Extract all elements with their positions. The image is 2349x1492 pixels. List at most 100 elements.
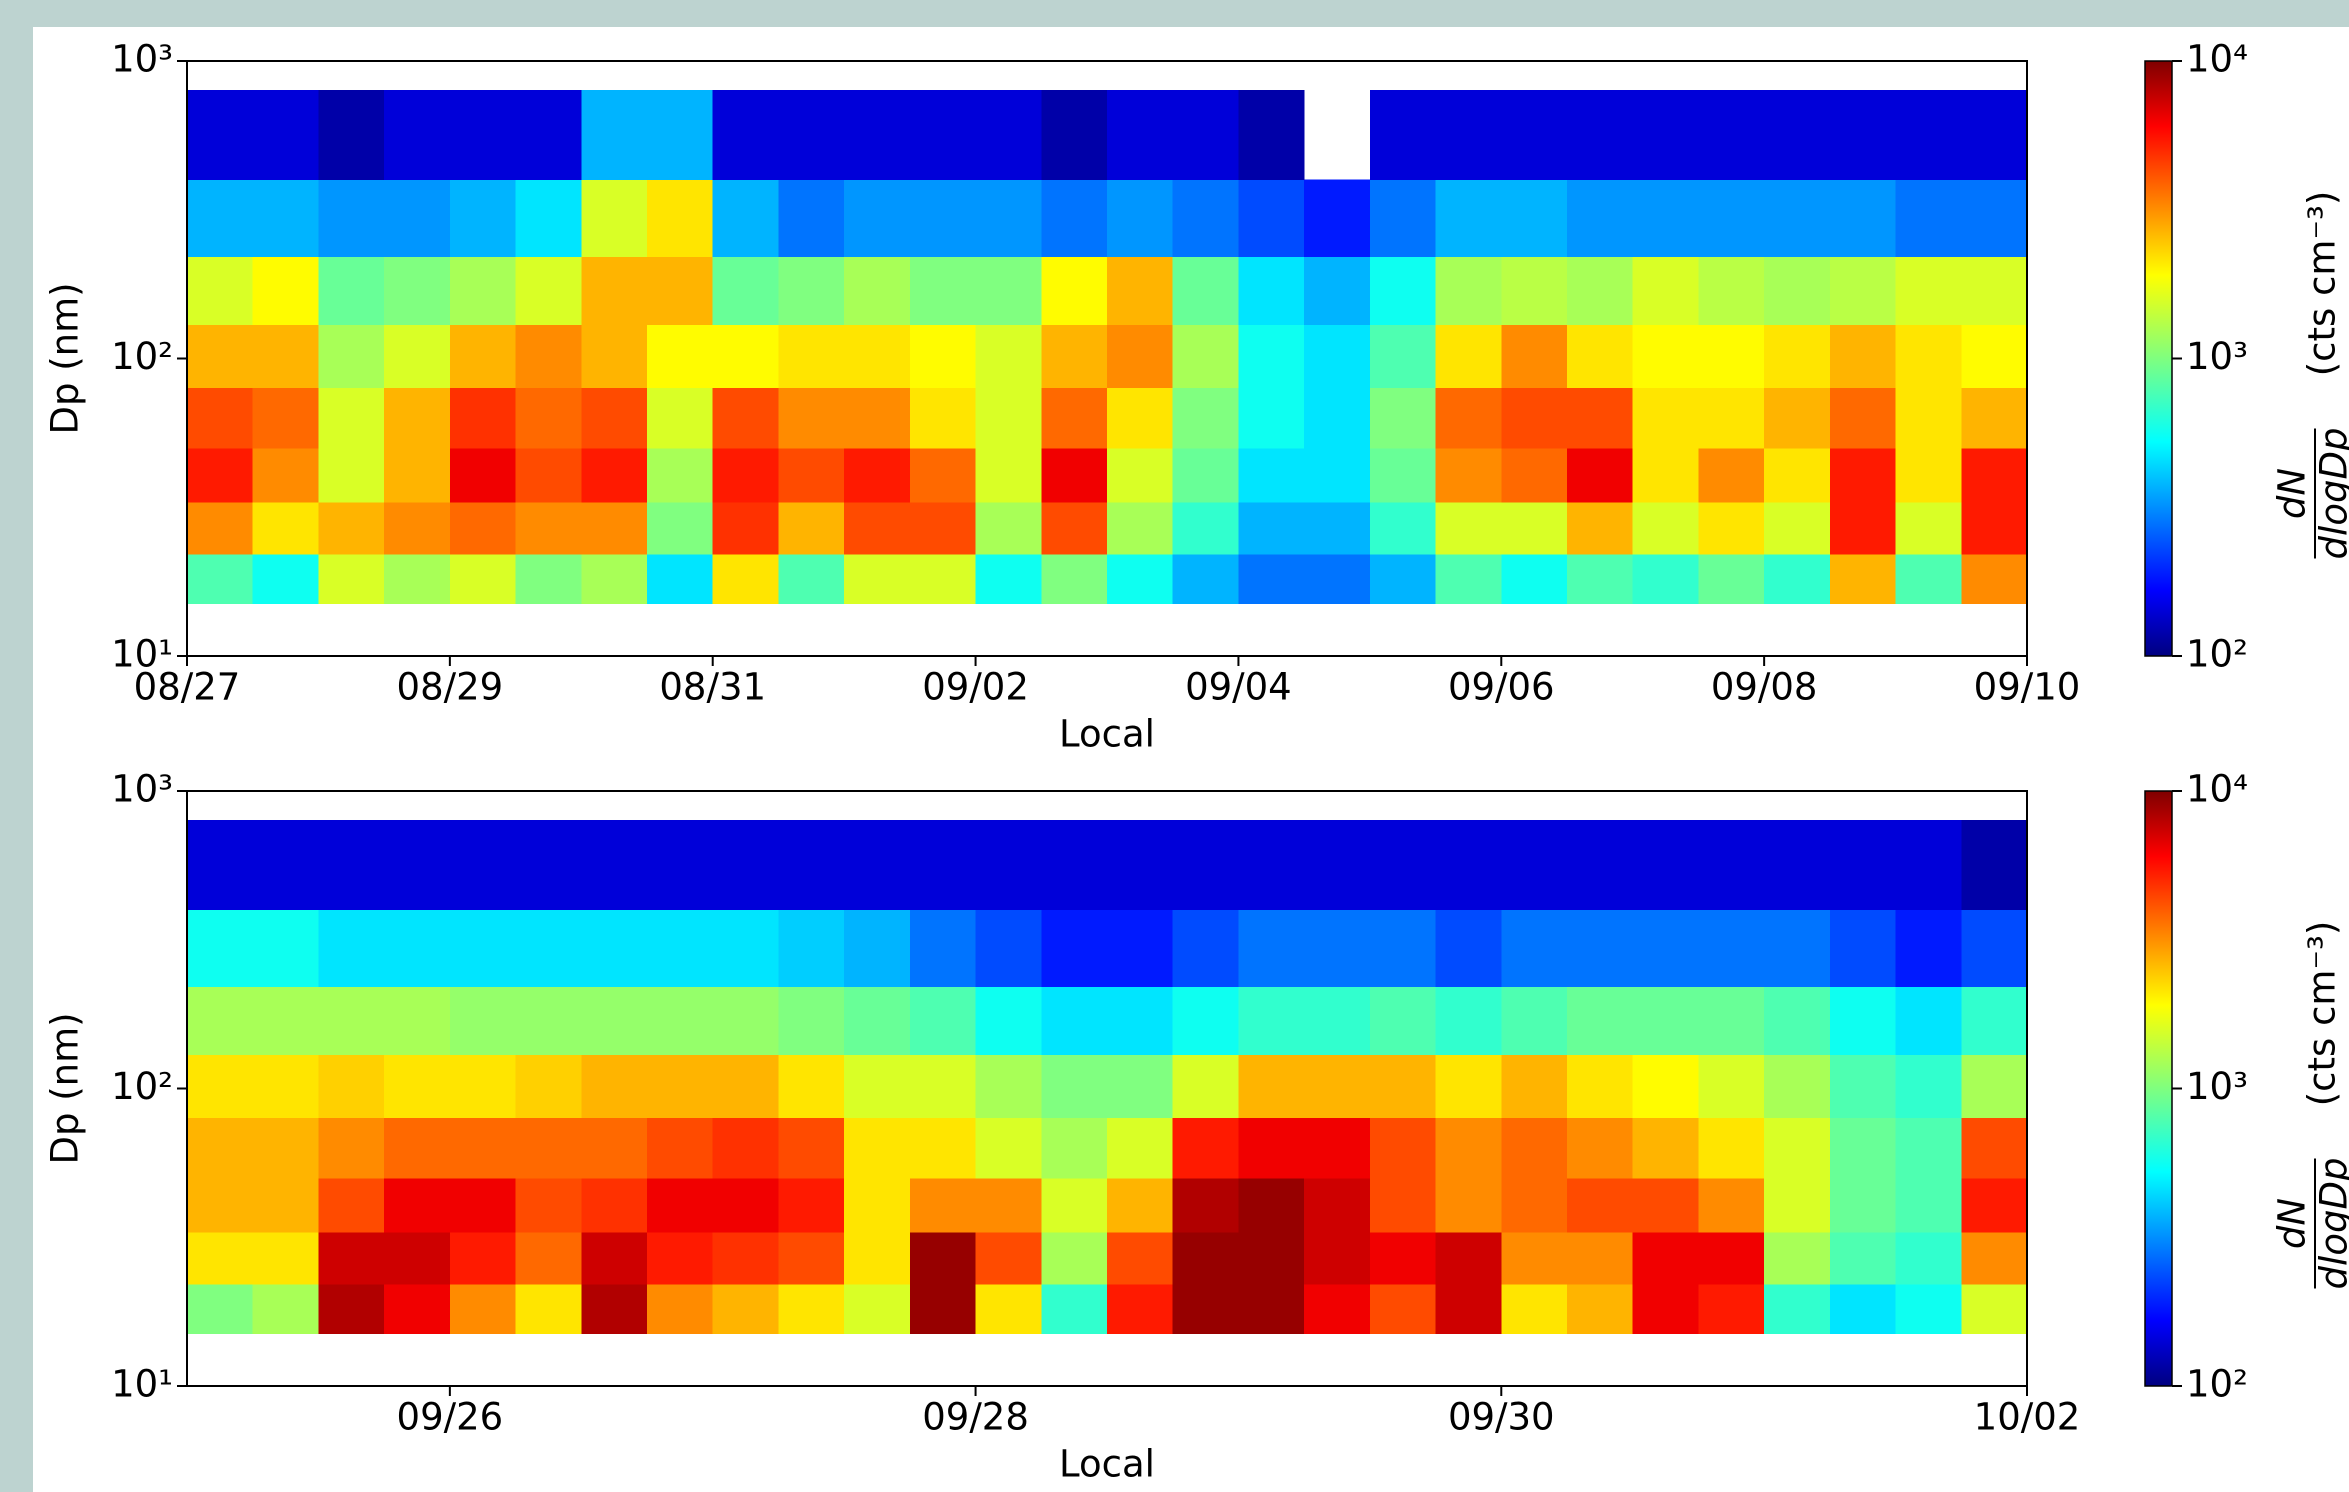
heatmap-cell [975, 256, 1042, 326]
heatmap-cell [1501, 256, 1568, 326]
colorbar-tick-label: 10³ [2186, 1065, 2248, 1108]
heatmap-cell [384, 448, 451, 503]
heatmap-cell [1895, 448, 1962, 503]
heatmap-cell [778, 1231, 845, 1285]
heatmap-cell [252, 89, 320, 180]
heatmap-cell [187, 89, 254, 180]
heatmap-cell [909, 1231, 977, 1285]
heatmap-cell [1172, 448, 1240, 503]
heatmap-cell [1829, 1054, 1897, 1118]
colorbar [2144, 60, 2173, 657]
heatmap-cell [1829, 324, 1897, 388]
heatmap-cell [318, 324, 385, 388]
colorbar-tick-label: 10² [2186, 1363, 2248, 1406]
heatmap-cell [844, 1054, 911, 1118]
heatmap-cell [1041, 501, 1108, 555]
heatmap-cell [1435, 448, 1502, 503]
heatmap-cell [1238, 501, 1305, 555]
heatmap-cell [187, 554, 254, 605]
heatmap-cell [1961, 1178, 2028, 1233]
heatmap-cell [1041, 819, 1108, 910]
heatmap-cell [1764, 501, 1831, 555]
heatmap-cell [975, 324, 1042, 388]
x-tick-label: 09/26 [397, 1396, 504, 1439]
x-axis-label: Local [1059, 713, 1155, 756]
heatmap-cell [647, 1231, 714, 1285]
heatmap-cell [1172, 1178, 1240, 1233]
heatmap-cell [1238, 554, 1305, 605]
heatmap-cell [1041, 1054, 1108, 1118]
heatmap-cell [187, 819, 254, 910]
heatmap-cell [844, 89, 911, 180]
heatmap-cell [318, 1231, 385, 1285]
heatmap-cell [449, 819, 517, 910]
heatmap-cell [1172, 256, 1240, 326]
heatmap-cell [581, 179, 648, 258]
heatmap-cell [1107, 256, 1174, 326]
heatmap-cell [1369, 554, 1437, 605]
heatmap-cell [844, 501, 911, 555]
heatmap-cell [187, 324, 254, 388]
heatmap-cell [449, 1054, 517, 1118]
heatmap-cell [1632, 89, 1700, 180]
heatmap-cell [1764, 89, 1831, 180]
heatmap-cell [1764, 256, 1831, 326]
heatmap-cell [647, 986, 714, 1056]
heatmap-cell [778, 1054, 845, 1118]
colorbar-label-denominator: dlogDp [2313, 1158, 2349, 1290]
heatmap-cell [1698, 1054, 1765, 1118]
heatmap-cell [1961, 256, 2028, 326]
heatmap-cell [1107, 554, 1174, 605]
heatmap-cell [318, 89, 385, 180]
heatmap-cell [252, 909, 320, 988]
heatmap-cell [712, 501, 780, 555]
heatmap-cell [1107, 986, 1174, 1056]
heatmap-cell [712, 256, 780, 326]
heatmap-cell [1435, 179, 1502, 258]
heatmap-cell [647, 554, 714, 605]
heatmap-cell [1961, 1231, 2028, 1285]
heatmap-cell [1567, 89, 1634, 180]
heatmap-cell [187, 909, 254, 988]
heatmap-cell [1698, 89, 1765, 180]
heatmap-cell [1829, 448, 1897, 503]
y-tick-label: 10² [111, 1065, 173, 1108]
heatmap-cell [647, 1054, 714, 1118]
heatmap-cell [1632, 554, 1700, 605]
heatmap-cell [1172, 554, 1240, 605]
heatmap-cell [1041, 909, 1108, 988]
heatmap-cell [449, 986, 517, 1056]
heatmap-cell [1107, 1284, 1174, 1335]
heatmap-cell [712, 909, 780, 988]
heatmap-cell [581, 1054, 648, 1118]
heatmap-cell [778, 1178, 845, 1233]
heatmap-cell [318, 179, 385, 258]
heatmap-cell [1501, 1178, 1568, 1233]
heatmap-cell [1172, 387, 1240, 449]
heatmap-cell [909, 909, 977, 988]
heatmap-cell [318, 1178, 385, 1233]
heatmap-cell [1172, 324, 1240, 388]
heatmap-cell [1435, 324, 1502, 388]
heatmap-cell [1698, 986, 1765, 1056]
heatmap-cell [909, 324, 977, 388]
heatmap-cell [1435, 387, 1502, 449]
heatmap-cell [909, 1284, 977, 1335]
heatmap-cell [1698, 501, 1765, 555]
heatmap-cell [515, 387, 582, 449]
heatmap-cell [1698, 179, 1765, 258]
heatmap-cell [1567, 554, 1634, 605]
heatmap-cell [1501, 1117, 1568, 1179]
heatmap-cell [252, 256, 320, 326]
heatmap-cell [318, 256, 385, 326]
heatmap-cell [1238, 89, 1305, 180]
heatmap-cell [1567, 986, 1634, 1056]
heatmap-cell [252, 448, 320, 503]
colorbar-label-units: (cts cm⁻³) [2301, 921, 2344, 1107]
heatmap-cell [1172, 819, 1240, 910]
heatmap-cell [975, 1054, 1042, 1118]
heatmap-cell [1698, 1178, 1765, 1233]
heatmap-cell [581, 256, 648, 326]
heatmap-cell [1238, 1231, 1305, 1285]
heatmap-cell [384, 324, 451, 388]
